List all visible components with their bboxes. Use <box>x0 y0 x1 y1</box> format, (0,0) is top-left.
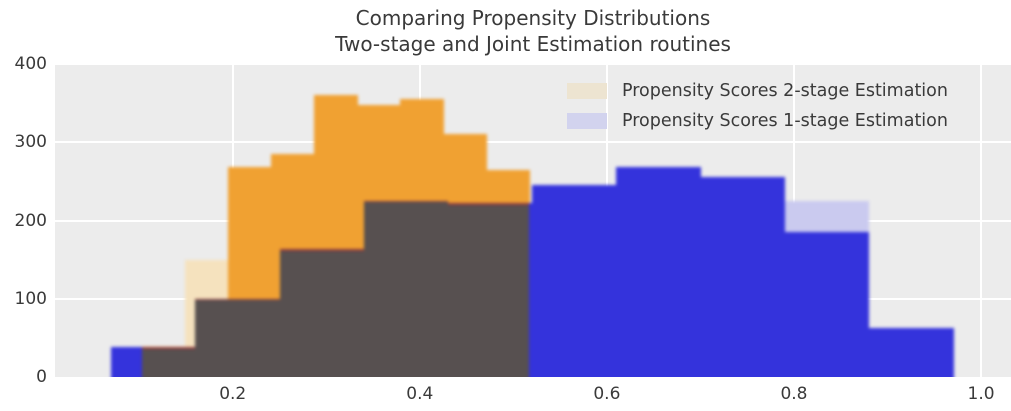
y-tick-label: 0 <box>36 367 47 387</box>
x-tick-label: 0.8 <box>780 384 808 404</box>
overlap-bar-segment <box>314 249 358 377</box>
legend: Propensity Scores 2-stage Estimation Pro… <box>567 76 948 136</box>
legend-item-1stage: Propensity Scores 1-stage Estimation <box>567 106 948 136</box>
blue-edge-under-orange <box>443 199 449 203</box>
blue-edge-under-orange <box>279 247 315 251</box>
blue-edge-under-orange <box>141 345 186 349</box>
overlap-bar-segment <box>443 200 449 377</box>
overlap-bar-segment <box>279 249 315 377</box>
blue-bar-segment <box>111 347 143 377</box>
blue-edge-under-orange <box>228 297 272 301</box>
y-tick-label: 400 <box>14 54 47 74</box>
orange-bar-segment <box>279 153 315 250</box>
blue-edge-under-orange <box>357 247 365 251</box>
overlap-bar-segment <box>195 298 229 377</box>
overlap-bar-segment <box>228 298 272 377</box>
x-tick-label: 0.2 <box>219 384 247 404</box>
overlap-bar-segment <box>486 203 530 377</box>
orange-bar-segment <box>228 167 272 299</box>
blue-bar-segment <box>784 232 870 377</box>
overlap-bar-segment <box>357 249 365 377</box>
gridline-vertical <box>980 64 983 377</box>
orange-bar-segment <box>363 104 401 201</box>
blue-edge-under-orange <box>314 247 358 251</box>
blue-bar-segment <box>700 177 786 377</box>
chart-title-line1: Comparing Propensity Distributions <box>355 6 711 30</box>
blue-edge-under-orange <box>400 199 444 203</box>
blue-edge-under-orange <box>271 297 281 301</box>
overlap-bar-segment <box>271 298 281 377</box>
gridline-horizontal <box>55 141 1011 144</box>
blue-bar-segment <box>616 167 702 377</box>
blue-edge-under-orange <box>447 201 487 205</box>
y-tick-label: 100 <box>14 288 47 309</box>
orange-bar-segment <box>400 99 444 201</box>
orange-bar-segment <box>271 153 281 299</box>
overlap-bar-segment <box>400 200 444 377</box>
x-tick-label: 0.6 <box>593 384 621 404</box>
chart-title-line2: Two-stage and Joint Estimation routines <box>335 32 731 56</box>
blue-bar-segment <box>529 203 533 377</box>
blue-edge-under-orange <box>195 297 229 301</box>
histogram-bars <box>55 64 1011 377</box>
blue-bar-segment <box>868 328 954 377</box>
orange-bar-segment <box>486 169 530 204</box>
legend-swatch-1stage <box>567 113 607 129</box>
orange-bar-segment <box>314 95 358 250</box>
blue-bar-cap-segment <box>784 200 870 233</box>
x-tick-label: 0.4 <box>406 384 434 404</box>
legend-label-2stage: Propensity Scores 2-stage Estimation <box>622 81 948 101</box>
chart-title: Comparing Propensity Distributions Two-s… <box>55 5 1011 57</box>
blue-bar-segment <box>532 185 617 377</box>
blue-edge-under-orange <box>486 201 530 205</box>
overlap-bar-segment <box>447 203 487 377</box>
y-tick-label: 200 <box>14 210 47 231</box>
overlap-bar-segment <box>141 347 186 377</box>
orange-bar-segment <box>447 134 487 204</box>
orange-bar-segment <box>443 134 449 201</box>
x-tick-label: 1.0 <box>967 384 995 404</box>
overlap-bar-segment <box>185 347 196 377</box>
plot-area <box>55 64 1011 377</box>
y-tick-label: 300 <box>14 132 47 153</box>
orange-bar-segment <box>357 104 365 250</box>
blue-edge-under-orange <box>363 199 401 203</box>
orange-bar-segment <box>141 345 186 348</box>
orange-bar-segment <box>185 259 196 348</box>
gridline-horizontal <box>55 64 1011 65</box>
legend-label-1stage: Propensity Scores 1-stage Estimation <box>622 111 948 131</box>
overlap-bar-segment <box>363 200 401 377</box>
legend-swatch-2stage <box>567 83 607 99</box>
legend-item-2stage: Propensity Scores 2-stage Estimation <box>567 76 948 106</box>
blue-edge-under-orange <box>185 345 196 349</box>
orange-bar-segment <box>195 259 229 299</box>
